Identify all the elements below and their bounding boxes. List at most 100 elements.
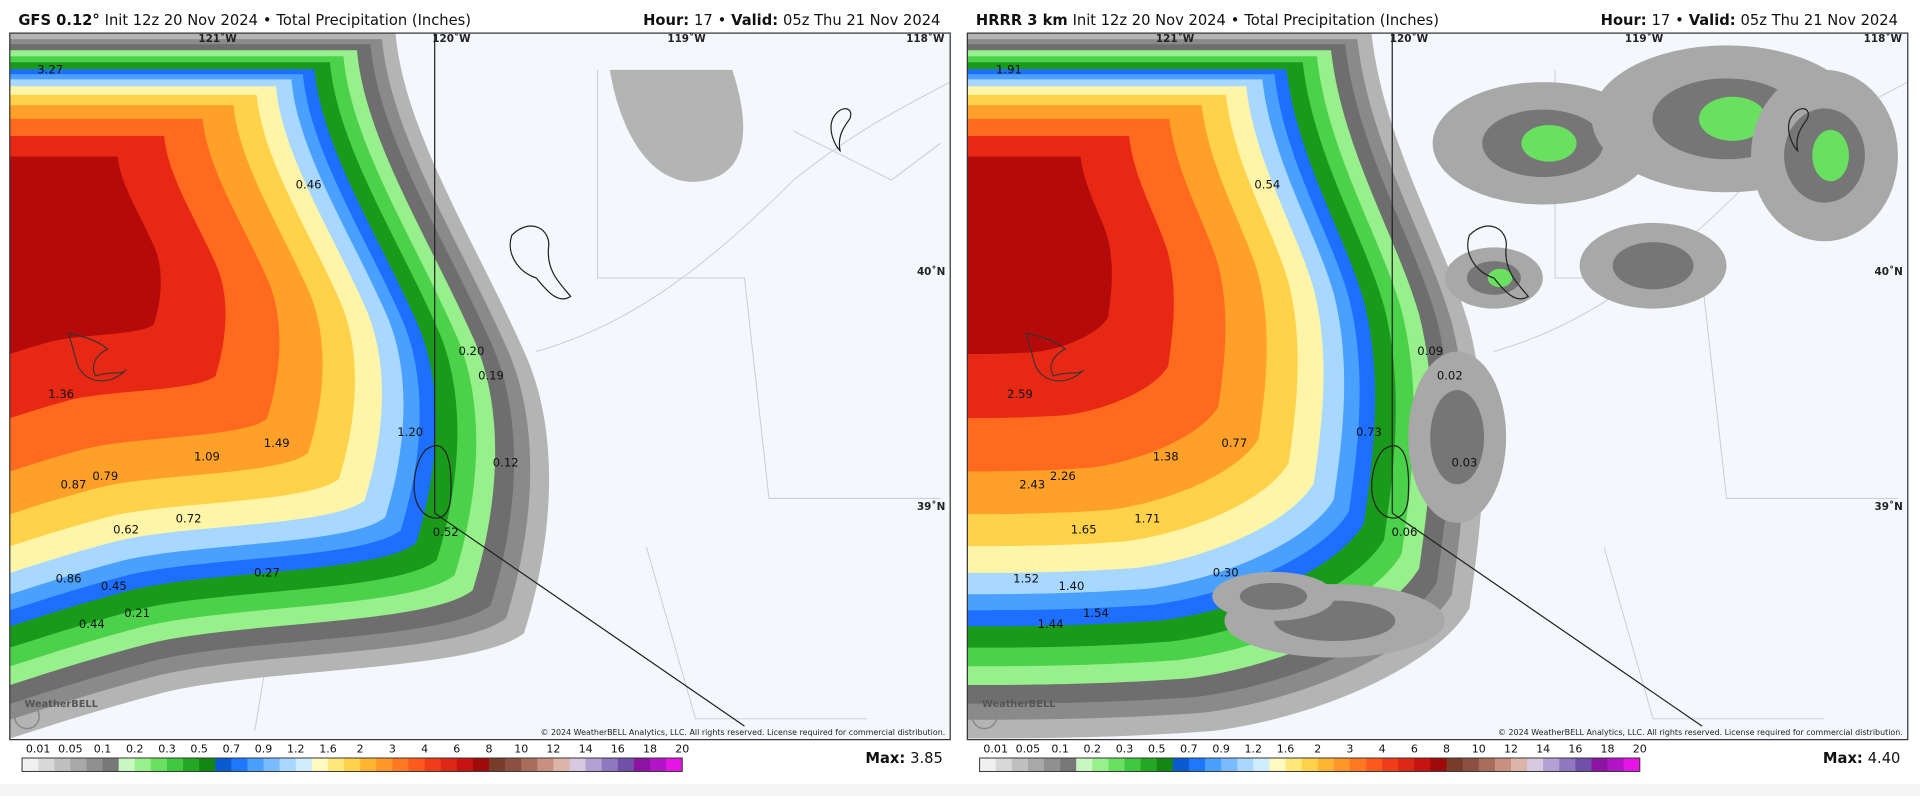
county-line	[1603, 547, 1825, 720]
map-panel: 121˚W 120˚W 119˚W 118˚W 40˚N 39˚N 1.91 0.54 0.09…	[966, 32, 1909, 741]
colorbar-swatch	[1543, 758, 1560, 772]
colorbar-label: 18	[1601, 742, 1615, 755]
colorbar-swatch	[408, 758, 425, 772]
colorbar-swatch	[979, 758, 997, 772]
colorbar-swatch	[472, 758, 490, 772]
copyright: © 2024 WeatherBELL Analytics, LLC. All r…	[541, 728, 946, 737]
point-value: 0.27	[254, 566, 280, 580]
colorbar-label: 3	[389, 742, 396, 755]
colorbar-label: 16	[611, 742, 625, 755]
lon-label: 121˚W	[198, 33, 237, 45]
colorbar-swatch	[134, 758, 152, 772]
colorbar-swatch	[1575, 758, 1592, 772]
product: Total Precipitation (Inches)	[275, 12, 471, 29]
colorbar-frame	[21, 757, 683, 772]
point-value: 0.45	[101, 579, 127, 593]
colorbar-label: 3	[1346, 742, 1353, 755]
max-label: Max:	[865, 750, 905, 767]
point-value: 1.54	[1083, 606, 1109, 620]
lake	[509, 225, 572, 300]
colorbar-swatch	[666, 758, 683, 772]
colorbar-label: 0.05	[58, 742, 83, 755]
colorbar-swatch	[1140, 758, 1158, 772]
colorbar-swatch	[392, 758, 409, 772]
point-value: 0.19	[478, 368, 504, 382]
colorbar-swatch	[1414, 758, 1431, 772]
colorbar-swatch	[1349, 758, 1367, 772]
colorbar-label: 0.01	[983, 742, 1008, 755]
colorbar-label: 10	[1472, 742, 1486, 755]
colorbar-swatch	[1317, 758, 1335, 772]
lon-label: 119˚W	[1625, 33, 1664, 45]
precip-cell	[1430, 390, 1485, 485]
colorbar-swatch	[553, 758, 570, 772]
colorbar-label: 4	[421, 742, 428, 755]
point-value: 1.38	[1153, 449, 1179, 463]
point-value: 0.73	[1356, 425, 1382, 439]
state-border	[434, 33, 745, 727]
colorbar-swatch	[1221, 758, 1238, 772]
lake	[1371, 445, 1410, 519]
point-value: 0.03	[1452, 455, 1478, 469]
colorbar-label: 4	[1379, 742, 1386, 755]
point-value: 0.62	[113, 523, 139, 537]
colorbar-swatch	[1559, 758, 1576, 772]
point-value: 0.87	[61, 477, 87, 491]
max: 3.85	[910, 750, 943, 767]
precip-cell	[1612, 242, 1694, 290]
colorbar-swatch	[38, 758, 55, 772]
colorbar-label: 2	[1314, 742, 1321, 755]
colorbar-swatch	[1494, 758, 1512, 772]
map-area	[9, 33, 951, 740]
colorbar-label: 0.2	[126, 742, 144, 755]
colorbar-swatch	[650, 758, 667, 772]
colorbar-swatch	[70, 758, 87, 772]
valid-label: Valid:	[1689, 12, 1736, 29]
colorbar-label: 20	[1633, 742, 1647, 755]
colorbar-swatch	[537, 758, 554, 772]
colorbar-label: 6	[1411, 742, 1418, 755]
colorbar-swatch	[263, 758, 281, 772]
colorbar-swatch	[1462, 758, 1480, 772]
colorbar-label: 0.9	[255, 742, 273, 755]
point-value: 0.79	[92, 469, 118, 483]
colorbar-swatch	[183, 758, 200, 772]
point-value: 2.26	[1050, 469, 1076, 483]
colorbar-swatch	[995, 758, 1013, 772]
separator: •	[718, 12, 727, 29]
colorbar-label: 0.5	[1148, 742, 1166, 755]
lake	[1467, 225, 1530, 300]
colorbar-swatch	[1044, 758, 1061, 772]
copyright: © 2024 WeatherBELL Analytics, LLC. All r…	[1498, 728, 1903, 737]
point-value: 0.86	[56, 572, 82, 586]
colorbar-swatch	[1285, 758, 1302, 772]
colorbar-swatch	[1205, 758, 1222, 772]
colorbar-swatch	[166, 758, 184, 772]
max-value: Max: 3.85	[865, 750, 942, 767]
point-value: 1.65	[1071, 523, 1097, 537]
lat-label: 40˚N	[917, 266, 945, 278]
separator: •	[1675, 12, 1684, 29]
colorbar-label: 0.7	[223, 742, 241, 755]
colorbar-swatch	[424, 758, 442, 772]
colorbar-swatch	[344, 758, 361, 772]
lat-label: 39˚N	[917, 501, 945, 513]
state-border	[1391, 33, 1703, 727]
colorbar-label: 1.2	[1245, 742, 1263, 755]
colorbar-swatch	[505, 758, 522, 772]
point-value: 0.72	[176, 512, 202, 526]
colorbar-swatch	[1092, 758, 1109, 772]
precip-cell	[1521, 124, 1577, 162]
colorbar-swatch	[150, 758, 168, 772]
colorbar-swatch	[1011, 758, 1029, 772]
colorbar-swatch	[1237, 758, 1254, 772]
colorbar-swatch	[1382, 758, 1399, 772]
colorbar-swatch	[1398, 758, 1415, 772]
colorbar-label: 14	[579, 742, 593, 755]
colorbar-label: 0.3	[158, 742, 176, 755]
colorbar-swatch	[295, 758, 313, 772]
colorbar-swatch	[1591, 758, 1608, 772]
point-value: 1.71	[1134, 512, 1160, 526]
colorbar-swatch	[22, 758, 39, 772]
max: 4.40	[1868, 750, 1901, 767]
